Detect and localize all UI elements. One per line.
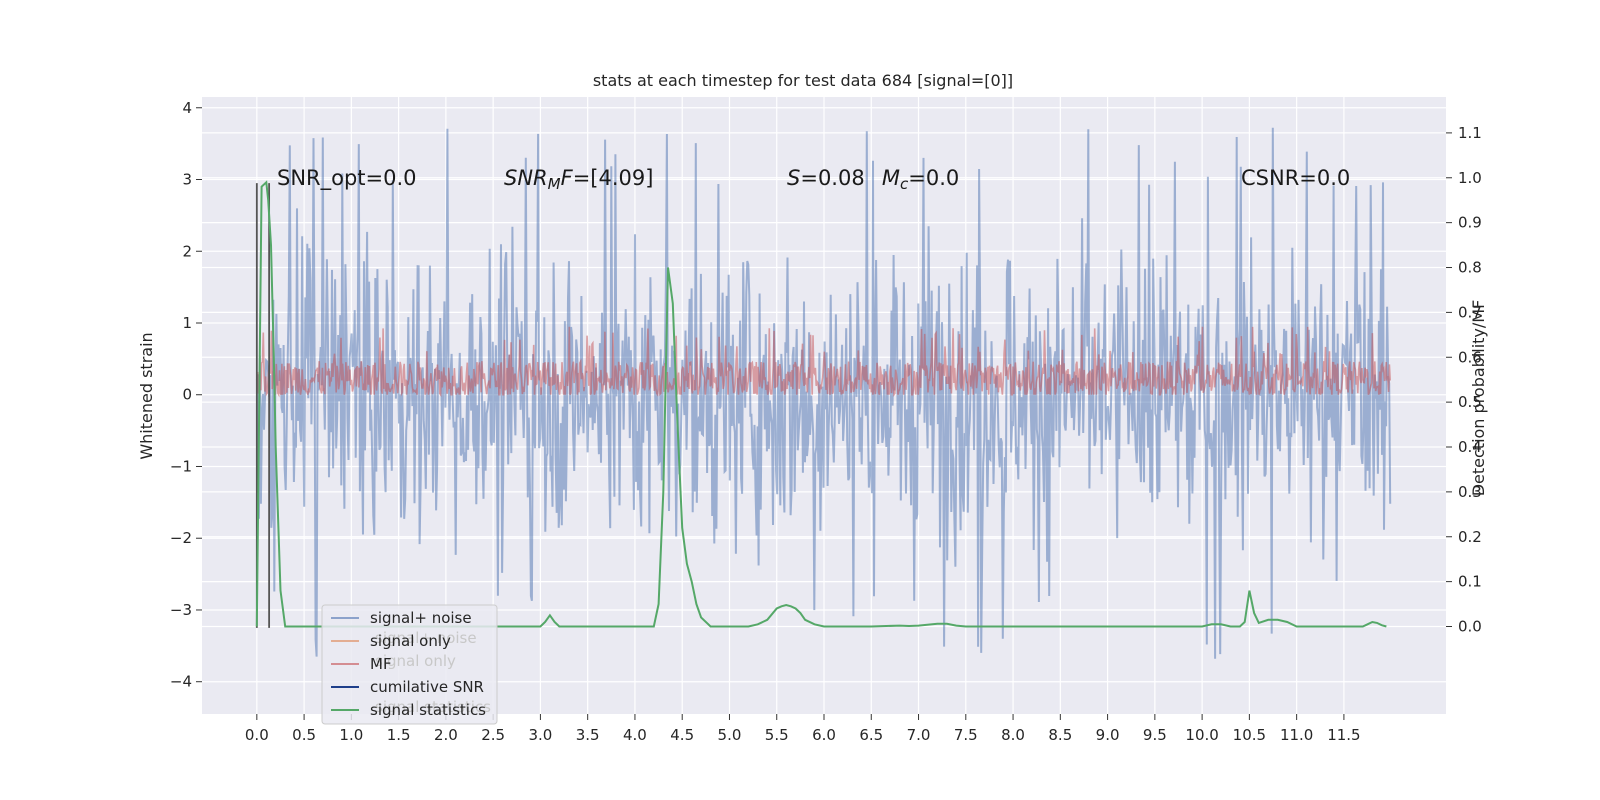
legend-ghost-text: signal+ noise [375,629,477,647]
annotation-s-mc: S=0.08 Mc=0.0 [787,166,959,193]
x-tick-label: 8.0 [1001,726,1025,744]
right-y-tick-label: 0.6 [1458,348,1482,366]
right-y-tick-label: 0.1 [1458,573,1482,591]
left-y-tick-label: −4 [170,673,192,691]
x-tick-label: 3.5 [576,726,600,744]
x-tick-label: 11.5 [1327,726,1360,744]
annotation-csnr: CSNR=0.0 [1241,166,1350,190]
legend-ghost-text: signal statistics [375,698,491,716]
left-y-tick-label: 3 [182,171,192,189]
legend-ghost-text: signal only [375,652,456,670]
legend-box [321,604,498,725]
left-y-tick-label: 4 [182,99,192,117]
x-tick-label: 4.0 [623,726,647,744]
right-y-tick-label: 0.8 [1458,259,1482,277]
x-tick-label: 8.5 [1048,726,1072,744]
x-tick-label: 1.5 [387,726,411,744]
left-y-tick-label: 1 [182,314,192,332]
x-tick-label: 3.0 [528,726,552,744]
x-tick-label: 10.0 [1185,726,1218,744]
legend-label: signal statistics [370,701,486,719]
left-y-axis-ticks: −4 −3 −2 −1 0 1 2 3 4 [170,99,202,691]
legend-label: MF [370,655,392,673]
x-tick-label: 7.5 [954,726,978,744]
x-axis-ticks: 0.0 0.5 1.0 1.5 2.0 2.5 3.0 3.5 4.0 4.5 5.0 5.5 6.0 6… [245,714,1361,744]
legend-label: signal+ noise [370,609,472,627]
right-y-tick-label: 0.7 [1458,303,1482,321]
left-y-tick-label: 0 [182,386,192,404]
right-y-tick-label: 0.4 [1458,438,1482,456]
annotations: SNR_opt=0.0 SNRMF=[4.09] S=0.08 Mc=0.0 CSNR… [277,166,1350,193]
x-tick-label: 7.0 [907,726,931,744]
right-y-tick-label: 0.0 [1458,617,1482,635]
x-tick-label: 11.0 [1280,726,1313,744]
mf-series [256,326,1391,398]
chart-title: stats at each timestep for test data 684… [593,71,1013,90]
mf-line [256,326,1391,398]
x-tick-label: 2.0 [434,726,458,744]
x-tick-label: 0.0 [245,726,269,744]
x-tick-label: 1.0 [339,726,363,744]
x-tick-label: 0.5 [292,726,316,744]
right-y-tick-label: 1.1 [1458,124,1482,142]
right-y-tick-label: 0.3 [1458,483,1482,501]
legend-label: cumilative SNR [370,678,484,696]
legend-label: signal only [370,632,451,650]
x-tick-label: 5.5 [765,726,789,744]
x-tick-label: 2.5 [481,726,505,744]
annotation-snr-mf: SNRMF=[4.09] [504,166,653,193]
right-y-tick-label: 0.9 [1458,214,1482,232]
left-y-tick-label: 2 [182,242,192,260]
left-y-axis-label: Whitened strain [137,332,156,459]
left-y-tick-label: −3 [170,601,192,619]
right-y-axis-ticks: 0.0 0.1 0.2 0.3 0.4 0.5 0.6 0.7 0.8 0.9 1.0 1.1 [1446,124,1482,635]
x-tick-label: 6.5 [859,726,883,744]
x-tick-label: 4.5 [670,726,694,744]
right-y-tick-label: 0.5 [1458,393,1482,411]
left-y-tick-label: −2 [170,529,192,547]
x-tick-label: 9.0 [1096,726,1120,744]
x-tick-label: 6.0 [812,726,836,744]
x-tick-label: 5.0 [718,726,742,744]
right-y-axis-label: Detection probability/MF [1469,300,1488,497]
x-tick-label: 10.5 [1233,726,1266,744]
annotation-snr-opt: SNR_opt=0.0 [277,166,417,191]
x-tick-label: 9.5 [1143,726,1167,744]
right-y-tick-label: 0.2 [1458,528,1482,546]
right-y-tick-label: 1.0 [1458,169,1482,187]
left-y-tick-label: −1 [170,457,192,475]
